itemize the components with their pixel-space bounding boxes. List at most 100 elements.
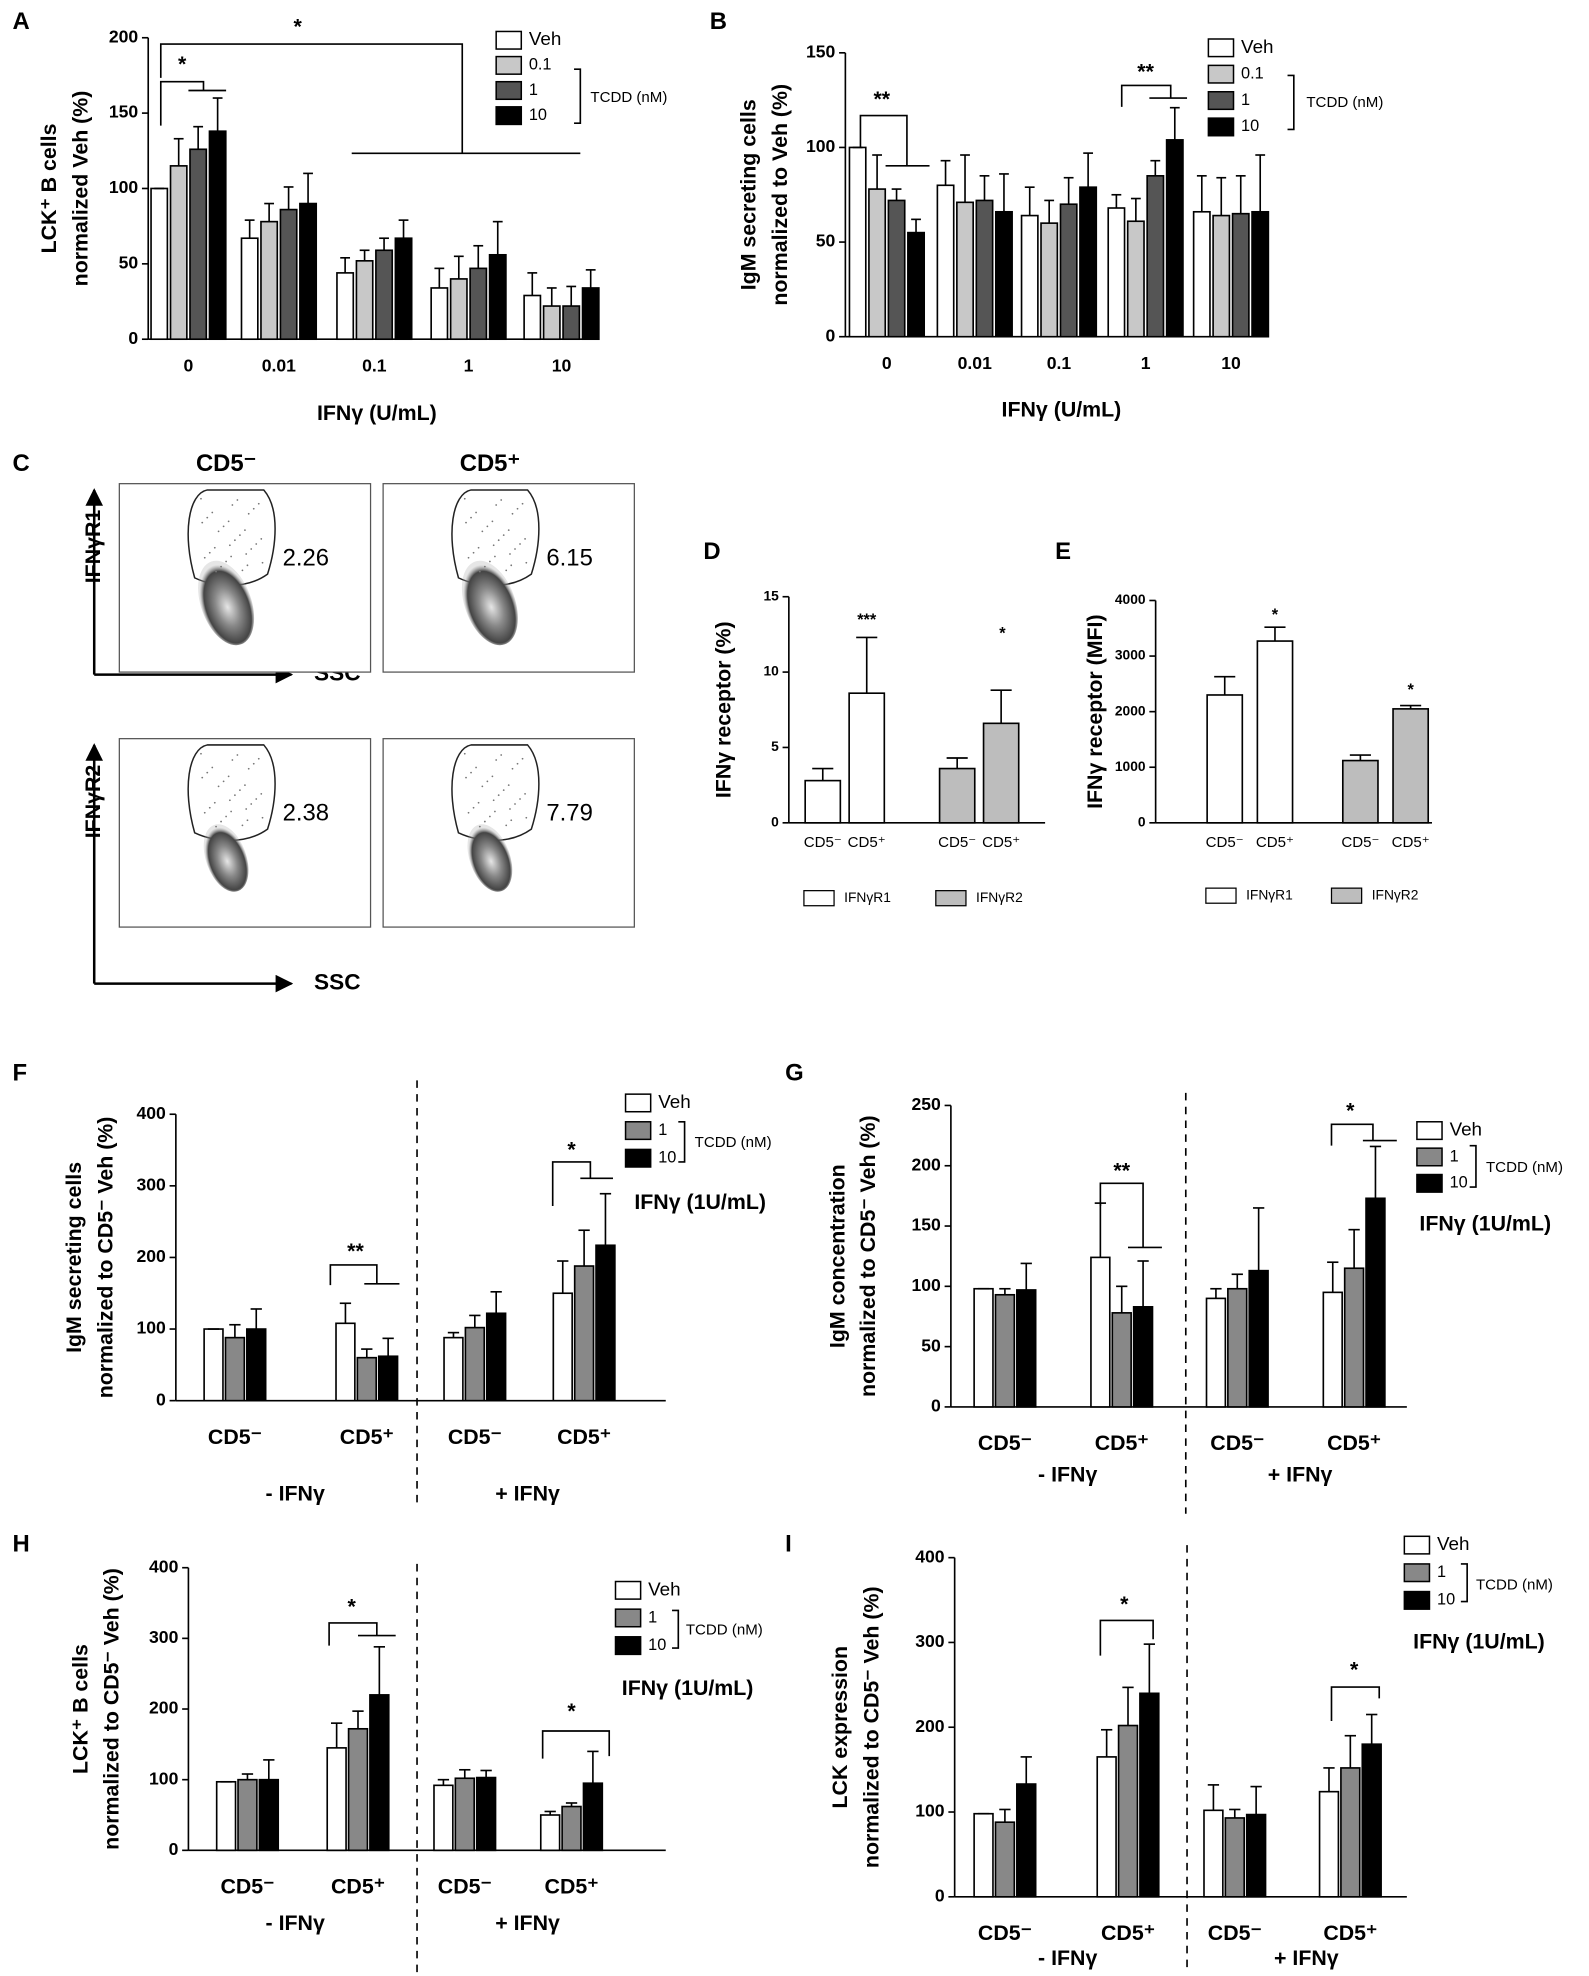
significance-bracket bbox=[328, 1622, 378, 1646]
legend-bracket bbox=[574, 68, 582, 124]
significance-bracket bbox=[1330, 1686, 1381, 1721]
event-dot bbox=[477, 801, 480, 804]
event-dot bbox=[470, 771, 472, 774]
y-tick-label: 200 bbox=[911, 1154, 941, 1174]
bar bbox=[1111, 1312, 1132, 1408]
event-dot bbox=[463, 752, 466, 755]
x-tick-label: CD5⁺ bbox=[1095, 1431, 1149, 1455]
gate-value: 6.15 bbox=[546, 544, 592, 571]
event-dot bbox=[228, 799, 231, 802]
legend-swatch bbox=[495, 80, 523, 101]
event-dot bbox=[225, 815, 227, 818]
event-dot bbox=[465, 776, 467, 779]
legend-label: Veh bbox=[648, 1578, 680, 1599]
legend-note: IFNγ (1U/mL) bbox=[622, 1676, 754, 1700]
legend-label: 1 bbox=[1437, 1563, 1446, 1581]
y-tick-label: 300 bbox=[136, 1174, 166, 1194]
bar bbox=[1231, 212, 1250, 338]
legend-swatch bbox=[1207, 117, 1235, 137]
y-tick-label: 100 bbox=[911, 1275, 941, 1295]
group-label: - IFNγ bbox=[1038, 1463, 1097, 1487]
event-dot bbox=[200, 752, 202, 755]
bar bbox=[573, 1265, 595, 1402]
x-axis-label: SSC bbox=[314, 970, 361, 995]
event-dot bbox=[495, 504, 498, 506]
panel-letter: E bbox=[1055, 538, 1071, 565]
bar bbox=[542, 305, 561, 341]
event-dot bbox=[234, 794, 236, 797]
bar bbox=[1016, 1783, 1037, 1898]
event-dot bbox=[491, 775, 494, 778]
significance-bracket bbox=[159, 80, 205, 126]
event-dot bbox=[227, 520, 230, 523]
significance-label: * bbox=[1272, 606, 1279, 624]
y-tick-label: 400 bbox=[136, 1103, 166, 1123]
event-dot bbox=[244, 529, 246, 532]
significance-label: ** bbox=[873, 87, 890, 111]
y-tick-label: 0 bbox=[931, 1396, 941, 1416]
y-tick-label: 50 bbox=[921, 1335, 941, 1355]
y-tick-label: 50 bbox=[119, 252, 139, 272]
event-dot bbox=[509, 808, 511, 810]
x-tick-label: CD5⁺ bbox=[557, 1425, 611, 1449]
legend-label: 1 bbox=[1241, 91, 1250, 109]
event-dot bbox=[502, 789, 505, 792]
event-dot bbox=[486, 780, 489, 783]
cell-population bbox=[203, 824, 249, 892]
bar bbox=[848, 692, 886, 824]
group-label: - IFNγ bbox=[266, 1481, 325, 1505]
bar bbox=[335, 1322, 356, 1402]
event-dot bbox=[463, 497, 466, 500]
event-dot bbox=[486, 525, 489, 528]
event-dot bbox=[250, 803, 253, 805]
significance-label: * bbox=[1120, 1592, 1129, 1616]
bar bbox=[938, 767, 976, 824]
x-tick-label: CD5⁺ bbox=[1392, 834, 1430, 851]
y-axis-label: IgM secreting cells bbox=[737, 99, 761, 290]
bar bbox=[1096, 1756, 1117, 1898]
plot-frame bbox=[382, 738, 635, 928]
significance-bracket bbox=[329, 1264, 378, 1286]
bar bbox=[994, 210, 1013, 338]
legend-title: TCDD (nM) bbox=[590, 89, 667, 106]
event-dot bbox=[213, 546, 216, 549]
x-tick-label: 0.1 bbox=[1047, 353, 1072, 373]
bar bbox=[1165, 139, 1184, 338]
y-tick-label: 250 bbox=[911, 1094, 941, 1114]
group-label: + IFNγ bbox=[1268, 1463, 1333, 1487]
event-dot bbox=[255, 798, 258, 800]
event-dot bbox=[239, 789, 241, 792]
cell-population bbox=[467, 824, 513, 892]
event-dot bbox=[246, 564, 249, 567]
event-dot bbox=[500, 499, 503, 501]
x-tick-label: CD5⁻ bbox=[220, 1875, 274, 1899]
legend-label: 10 bbox=[648, 1636, 666, 1654]
bar bbox=[454, 1777, 476, 1852]
legend-label: Veh bbox=[1450, 1119, 1482, 1140]
legend-label: 0.1 bbox=[1241, 64, 1264, 82]
legend-swatch bbox=[495, 106, 523, 126]
x-tick-label: CD5⁻ bbox=[1210, 1431, 1264, 1455]
bar bbox=[189, 148, 208, 341]
bar bbox=[1090, 1256, 1111, 1408]
bar bbox=[1212, 214, 1231, 338]
event-dot bbox=[475, 766, 477, 769]
bar bbox=[1224, 1817, 1246, 1898]
legend-swatch bbox=[614, 1636, 642, 1656]
event-dot bbox=[247, 767, 250, 770]
legend-swatch bbox=[1207, 38, 1235, 58]
event-dot bbox=[252, 762, 255, 765]
bar bbox=[326, 1747, 347, 1852]
legend-note: IFNγ (1U/mL) bbox=[1413, 1630, 1545, 1654]
bar bbox=[595, 1244, 616, 1402]
y-tick-label: 300 bbox=[149, 1627, 179, 1647]
bar bbox=[485, 1312, 507, 1402]
bar bbox=[1256, 640, 1294, 824]
x-tick-label: 1 bbox=[1141, 353, 1151, 373]
plot-frame bbox=[118, 738, 372, 928]
event-dot bbox=[201, 521, 204, 524]
event-dot bbox=[228, 544, 231, 547]
event-dot bbox=[495, 759, 498, 761]
event-dot bbox=[241, 824, 244, 827]
event-dot bbox=[217, 530, 220, 533]
